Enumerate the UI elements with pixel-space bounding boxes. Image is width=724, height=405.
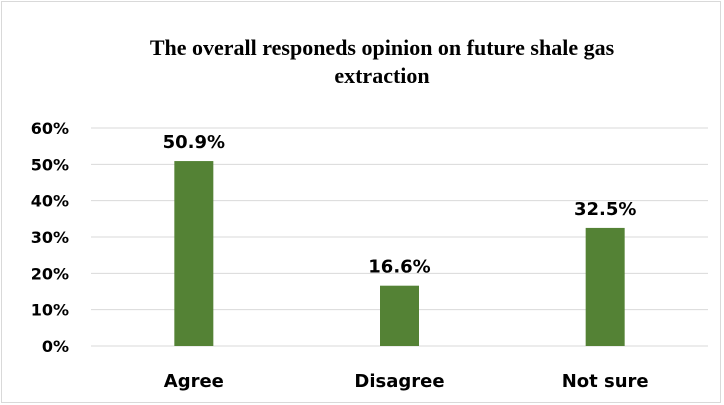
y-tick-label: 50% (31, 155, 69, 174)
y-tick-label: 60% (31, 119, 69, 138)
x-category-label: Disagree (354, 371, 444, 392)
data-label: 16.6% (368, 257, 430, 278)
chart-title: The overall responeds opinion on future … (2, 34, 724, 90)
data-label: 50.9% (163, 132, 225, 153)
bar-agree (174, 161, 214, 346)
y-tick-label: 30% (31, 228, 69, 247)
x-category-label: Not sure (562, 371, 649, 392)
y-tick-label: 10% (31, 301, 69, 320)
x-category-label: Agree (164, 371, 224, 392)
bar-disagree (380, 285, 419, 346)
y-tick-label: 0% (42, 337, 69, 356)
data-label: 32.5% (574, 199, 636, 220)
y-tick-label: 40% (31, 192, 69, 211)
chart-title-line-2: extraction (334, 63, 430, 88)
y-tick-label: 20% (31, 264, 69, 283)
chart-title-line-1: The overall responeds opinion on future … (149, 35, 615, 60)
bar-not-sure (585, 227, 625, 346)
